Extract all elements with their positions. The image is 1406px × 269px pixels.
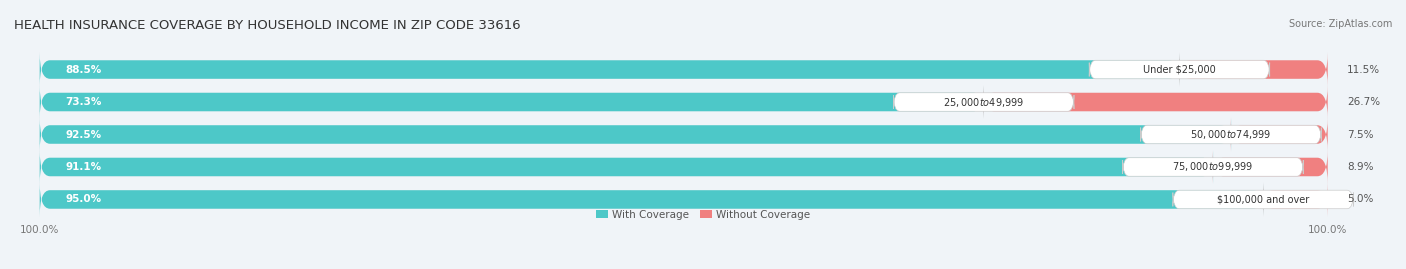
Text: Under $25,000: Under $25,000 — [1143, 65, 1216, 75]
Text: 88.5%: 88.5% — [66, 65, 101, 75]
Text: $75,000 to $99,999: $75,000 to $99,999 — [1173, 161, 1254, 174]
Text: 73.3%: 73.3% — [66, 97, 103, 107]
FancyBboxPatch shape — [39, 183, 1327, 216]
Text: 5.0%: 5.0% — [1347, 194, 1374, 204]
Text: $100,000 and over: $100,000 and over — [1218, 194, 1309, 204]
Text: 8.9%: 8.9% — [1347, 162, 1374, 172]
Legend: With Coverage, Without Coverage: With Coverage, Without Coverage — [592, 206, 814, 224]
Text: HEALTH INSURANCE COVERAGE BY HOUSEHOLD INCOME IN ZIP CODE 33616: HEALTH INSURANCE COVERAGE BY HOUSEHOLD I… — [14, 19, 520, 32]
FancyBboxPatch shape — [39, 53, 1327, 86]
FancyBboxPatch shape — [1263, 183, 1327, 216]
FancyBboxPatch shape — [39, 85, 984, 119]
FancyBboxPatch shape — [1213, 150, 1327, 184]
FancyBboxPatch shape — [39, 53, 1180, 86]
FancyBboxPatch shape — [893, 93, 1074, 111]
Text: $25,000 to $49,999: $25,000 to $49,999 — [943, 95, 1025, 108]
FancyBboxPatch shape — [39, 118, 1327, 151]
Text: 92.5%: 92.5% — [66, 129, 101, 140]
FancyBboxPatch shape — [39, 118, 1232, 151]
FancyBboxPatch shape — [39, 150, 1213, 184]
FancyBboxPatch shape — [39, 85, 1327, 119]
Text: 26.7%: 26.7% — [1347, 97, 1381, 107]
Text: 91.1%: 91.1% — [66, 162, 101, 172]
Text: $50,000 to $74,999: $50,000 to $74,999 — [1191, 128, 1271, 141]
Text: 7.5%: 7.5% — [1347, 129, 1374, 140]
FancyBboxPatch shape — [1230, 118, 1327, 151]
FancyBboxPatch shape — [39, 150, 1327, 184]
FancyBboxPatch shape — [1173, 190, 1354, 209]
FancyBboxPatch shape — [1122, 158, 1303, 176]
FancyBboxPatch shape — [984, 85, 1327, 119]
Text: Source: ZipAtlas.com: Source: ZipAtlas.com — [1288, 19, 1392, 29]
FancyBboxPatch shape — [39, 183, 1264, 216]
FancyBboxPatch shape — [1180, 53, 1327, 86]
Text: 95.0%: 95.0% — [66, 194, 101, 204]
FancyBboxPatch shape — [1090, 60, 1270, 79]
FancyBboxPatch shape — [1140, 125, 1322, 144]
Text: 11.5%: 11.5% — [1347, 65, 1381, 75]
